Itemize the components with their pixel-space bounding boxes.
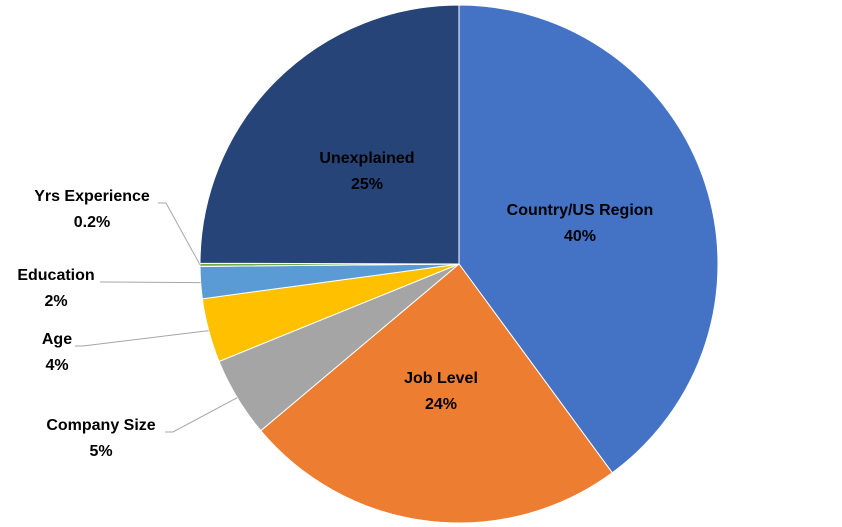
slice-label: Country/US Region bbox=[507, 202, 654, 219]
slice-label: Job Level bbox=[404, 370, 478, 387]
slice-value-label: 25% bbox=[351, 176, 383, 193]
pie-slice bbox=[260, 263, 613, 524]
pie-slice bbox=[199, 4, 460, 265]
slice-value-label: 40% bbox=[564, 228, 596, 245]
slice-label: Company Size bbox=[46, 417, 155, 434]
slice-value-label: 4% bbox=[45, 357, 68, 374]
leader-line bbox=[75, 330, 209, 347]
slice-label: Education bbox=[17, 267, 94, 284]
slice-value-label: 5% bbox=[89, 443, 112, 460]
slice-value-label: 0.2% bbox=[74, 214, 110, 231]
slice-value-label: 2% bbox=[44, 293, 67, 310]
slice-label: Yrs Experience bbox=[34, 188, 150, 205]
slice-value-label: 24% bbox=[425, 396, 457, 413]
pie-slice bbox=[458, 4, 719, 474]
leader-line bbox=[100, 281, 201, 284]
leader-line bbox=[165, 397, 238, 433]
leader-line bbox=[158, 202, 201, 266]
slice-label: Unexplained bbox=[319, 150, 414, 167]
slice-label: Age bbox=[42, 331, 72, 348]
